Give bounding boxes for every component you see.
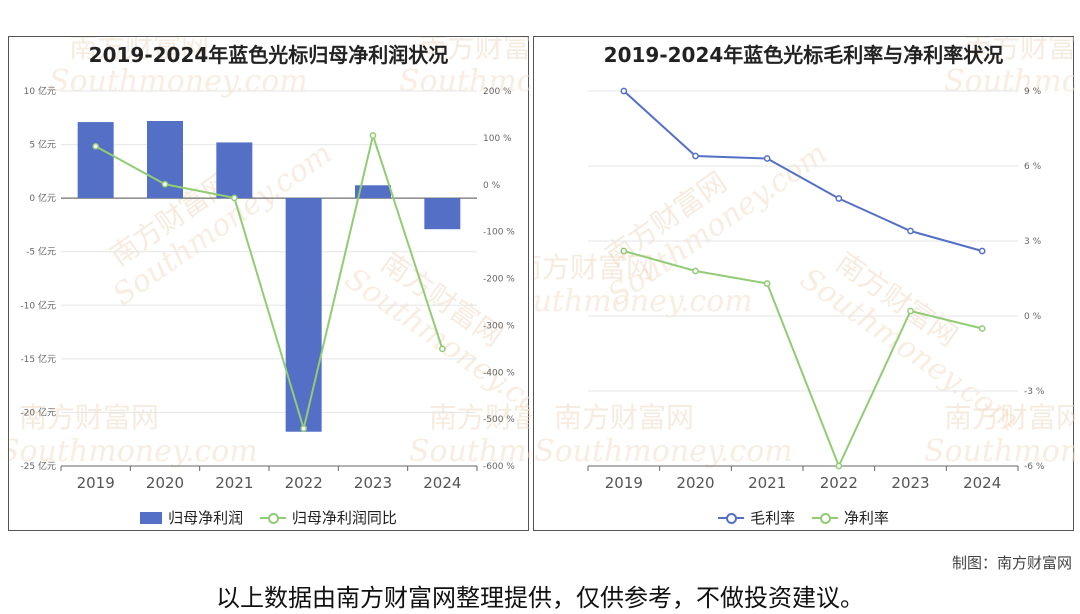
x-tick-label: 2019 xyxy=(605,474,643,492)
net-profit-chart: 南方财富网Southmoney.com南方财富网Southmoney.com南方… xyxy=(9,37,530,492)
line-gross-margin xyxy=(623,90,983,252)
legend-item-gross-margin[interactable]: 毛利率 xyxy=(718,507,795,528)
watermark-text: 南方财富网 xyxy=(554,401,694,434)
y-right-tick-label: -400 % xyxy=(483,368,515,378)
chart-panel-margins: 南方财富网Southmoney.com南方财富网Southmoney.com南方… xyxy=(533,36,1075,531)
y-right-tick-label: 6 % xyxy=(1024,162,1042,172)
point-gross-margin xyxy=(620,87,628,95)
x-tick-label: 2020 xyxy=(146,474,184,492)
point-net-profit-yoy xyxy=(92,142,100,150)
watermark-text: Southmoney.com xyxy=(49,64,308,99)
y-left-tick-label: -10 亿元 xyxy=(20,299,56,311)
x-tick-label: 2022 xyxy=(285,474,323,492)
watermark-text: 南方财富网 xyxy=(964,37,1075,64)
watermark-text: 南方财富网 xyxy=(69,37,209,64)
x-tick-label: 2019 xyxy=(77,474,115,492)
point-net-margin xyxy=(763,280,771,287)
legend-label: 毛利率 xyxy=(750,509,796,527)
legend-label: 归母净利润同比 xyxy=(291,509,397,527)
x-tick-label: 2024 xyxy=(963,474,1001,492)
x-tick-label: 2021 xyxy=(748,474,786,492)
watermark-text: 南方财富网 xyxy=(419,37,530,64)
y-left-tick-label: -5 亿元 xyxy=(26,246,56,258)
point-gross-margin xyxy=(978,247,986,255)
y-right-tick-label: -300 % xyxy=(483,321,515,331)
watermark-text: Southmoney.com xyxy=(944,64,1075,99)
bar-net-profit xyxy=(77,122,114,199)
y-right-tick-label: 100 % xyxy=(483,134,512,144)
line-net-margin xyxy=(623,250,983,469)
point-net-margin xyxy=(620,247,628,255)
bar-net-profit xyxy=(285,198,322,432)
x-tick-label: 2023 xyxy=(891,474,929,492)
y-right-tick-label: -6 % xyxy=(1024,462,1045,472)
x-tick-label: 2022 xyxy=(820,474,858,492)
point-gross-margin xyxy=(763,155,771,162)
watermark-text: 南方财富网 xyxy=(534,251,654,284)
legend-item-net-profit-yoy[interactable]: 归母净利润同比 xyxy=(259,507,397,528)
margins-chart: 南方财富网Southmoney.com南方财富网Southmoney.com南方… xyxy=(534,37,1075,492)
point-net-margin xyxy=(835,462,843,470)
y-right-tick-label: 3 % xyxy=(1024,237,1042,247)
y-right-tick-label: -600 % xyxy=(483,462,515,472)
legend-line-swatch xyxy=(259,512,286,524)
point-gross-margin xyxy=(835,195,843,202)
watermark-text: Southmoney.com xyxy=(399,64,530,99)
y-right-tick-label: -500 % xyxy=(483,415,515,425)
y-left-tick-label: 0 亿元 xyxy=(29,192,56,204)
y-left-tick-label: -20 亿元 xyxy=(20,406,56,418)
point-net-margin xyxy=(978,325,986,332)
legend-label: 归母净利润 xyxy=(168,509,244,527)
y-right-tick-label: -3 % xyxy=(1024,387,1045,397)
y-left-tick-label: 10 亿元 xyxy=(24,85,56,97)
y-left-tick-label: -15 亿元 xyxy=(20,353,56,365)
y-right-tick-label: 0 % xyxy=(483,181,501,191)
point-net-profit-yoy xyxy=(161,180,169,188)
watermark-text: 南方财富网 xyxy=(944,401,1075,434)
chart-credit: 制图：南方财富网 xyxy=(951,554,1072,572)
bar-net-profit xyxy=(355,185,391,199)
line-net-profit-yoy xyxy=(95,131,444,433)
y-right-tick-label: -200 % xyxy=(483,275,515,285)
point-net-profit-yoy xyxy=(369,132,377,139)
x-tick-label: 2024 xyxy=(423,474,461,492)
legend-bar-swatch xyxy=(140,511,163,524)
point-gross-margin xyxy=(692,152,699,160)
chart-legend[interactable]: 归母净利润 归母净利润同比 xyxy=(9,507,528,528)
chart-title: 2019-2024年蓝色光标毛利率与净利率状况 xyxy=(603,43,1004,67)
disclaimer-text: 以上数据由南方财富网整理提供，仅供参考，不做投资建议。 xyxy=(216,584,864,612)
watermark-text: 南方财富网 xyxy=(19,401,159,434)
y-right-tick-label: 9 % xyxy=(1024,87,1042,97)
y-right-tick-label: -100 % xyxy=(483,228,515,238)
watermark-text: Southmoney.com xyxy=(534,434,793,469)
bar-net-profit xyxy=(216,142,253,199)
chart-legend[interactable]: 毛利率 净利率 xyxy=(534,507,1073,528)
point-net-profit-yoy xyxy=(438,345,446,353)
watermark-text: Southmoney.com xyxy=(409,434,530,469)
y-left-tick-label: -25 亿元 xyxy=(20,460,56,472)
chart-title: 2019-2024年蓝色光标归母净利润状况 xyxy=(88,43,449,67)
x-tick-label: 2023 xyxy=(354,474,392,492)
watermark-text: 南方财富网 xyxy=(429,401,530,434)
point-gross-margin xyxy=(907,227,914,235)
y-right-tick-label: 0 % xyxy=(1024,312,1042,322)
legend-label: 净利率 xyxy=(843,509,889,527)
y-right-tick-label: 200 % xyxy=(483,87,512,97)
legend-line-swatch xyxy=(718,512,745,524)
legend-line-swatch xyxy=(811,512,838,524)
watermark-text: Southmoney.com xyxy=(924,434,1075,469)
watermark-text: Southmoney.com xyxy=(534,284,753,319)
point-net-profit-yoy xyxy=(300,425,308,432)
point-net-profit-yoy xyxy=(230,194,238,202)
legend-item-net-margin[interactable]: 净利率 xyxy=(811,507,889,528)
bar-net-profit xyxy=(424,198,461,230)
point-net-margin xyxy=(907,307,914,315)
x-tick-label: 2020 xyxy=(676,474,714,492)
watermark-text: Southmoney.com xyxy=(9,434,258,469)
chart-panel-net-profit: 南方财富网Southmoney.com南方财富网Southmoney.com南方… xyxy=(8,36,530,531)
y-left-tick-label: 5 亿元 xyxy=(29,139,56,151)
point-net-margin xyxy=(692,267,699,275)
x-tick-label: 2021 xyxy=(215,474,253,492)
legend-item-net-profit[interactable]: 归母净利润 xyxy=(140,507,243,528)
